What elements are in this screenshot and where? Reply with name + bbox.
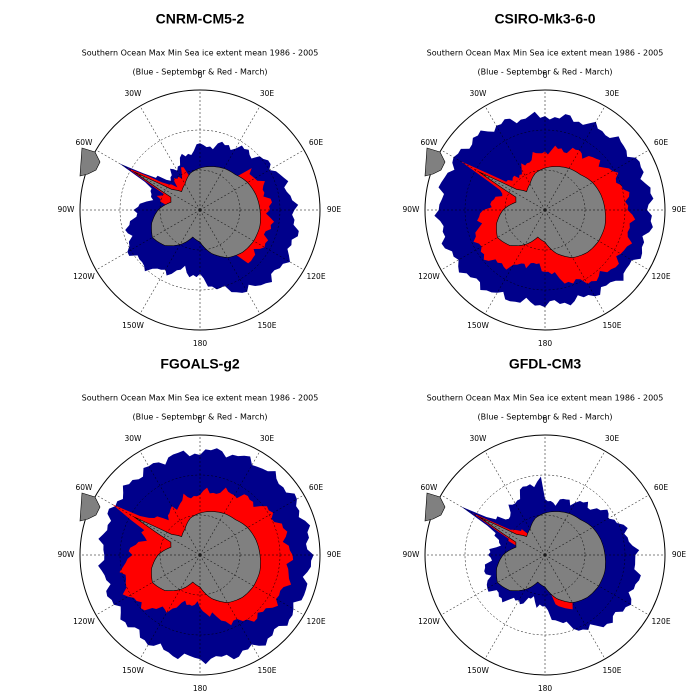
panel-subtitle: (Blue - September & Red - March) [132, 68, 267, 77]
longitude-label: 60W [420, 138, 438, 147]
longitude-label: 90E [327, 550, 342, 559]
longitude-label: 30E [605, 89, 620, 98]
longitude-label: 150W [122, 666, 144, 675]
south-america [79, 492, 101, 522]
longitude-label: 150E [602, 321, 621, 330]
longitude-label: 60E [309, 483, 324, 492]
longitude-label: 150E [257, 321, 276, 330]
longitude-label: 150E [257, 666, 276, 675]
longitude-label: 60E [654, 483, 669, 492]
longitude-label: 90W [58, 550, 76, 559]
longitude-label: 90E [327, 205, 342, 214]
longitude-label: 120W [73, 617, 95, 626]
longitude-label: 0 [543, 416, 548, 425]
longitude-label: 90W [403, 205, 421, 214]
map-panel: FGOALS-g2 Southern Ocean Max Min Sea ice … [58, 356, 342, 693]
longitude-label: 120E [307, 272, 326, 281]
map-panel: CNRM-CM5-2 Southern Ocean Max Min Sea ice… [58, 11, 342, 348]
longitude-label: 30E [605, 434, 620, 443]
longitude-label: 180 [538, 339, 553, 348]
longitude-label: 180 [193, 684, 208, 693]
panel-subtitle: (Blue - September & Red - March) [132, 413, 267, 422]
longitude-label: 90E [672, 205, 687, 214]
longitude-label: 120E [652, 617, 671, 626]
longitude-label: 150W [467, 666, 489, 675]
south-america [424, 492, 446, 522]
longitude-label: 30W [470, 434, 488, 443]
longitude-label: 120W [418, 617, 440, 626]
longitude-label: 120W [418, 272, 440, 281]
panel-subtitle: Southern Ocean Max Min Sea ice extent me… [427, 394, 664, 403]
longitude-label: 0 [198, 71, 203, 80]
longitude-label: 90W [403, 550, 421, 559]
panel-subtitle: Southern Ocean Max Min Sea ice extent me… [427, 49, 664, 58]
longitude-label: 90E [672, 550, 687, 559]
longitude-label: 120E [652, 272, 671, 281]
longitude-label: 60W [75, 483, 93, 492]
panel-title: FGOALS-g2 [160, 356, 240, 372]
longitude-label: 30E [260, 89, 275, 98]
longitude-label: 120W [73, 272, 95, 281]
longitude-label: 120E [307, 617, 326, 626]
panel-title: CSIRO-Mk3-6-0 [494, 11, 595, 27]
map-panel: CSIRO-Mk3-6-0 Southern Ocean Max Min Sea … [403, 11, 687, 348]
longitude-label: 0 [543, 71, 548, 80]
longitude-label: 150W [122, 321, 144, 330]
longitude-label: 30W [470, 89, 488, 98]
longitude-label: 30E [260, 434, 275, 443]
longitude-label: 60W [75, 138, 93, 147]
longitude-label: 60E [654, 138, 669, 147]
longitude-label: 180 [538, 684, 553, 693]
longitude-label: 30W [125, 89, 143, 98]
longitude-label: 0 [198, 416, 203, 425]
south-america [424, 147, 446, 177]
panel-title: GFDL-CM3 [509, 356, 582, 372]
longitude-label: 60E [309, 138, 324, 147]
panel-subtitle: (Blue - September & Red - March) [477, 413, 612, 422]
panel-subtitle: Southern Ocean Max Min Sea ice extent me… [82, 394, 319, 403]
longitude-label: 150W [467, 321, 489, 330]
longitude-label: 180 [193, 339, 208, 348]
south-america [79, 147, 101, 177]
panel-subtitle: Southern Ocean Max Min Sea ice extent me… [82, 49, 319, 58]
panel-title: CNRM-CM5-2 [156, 11, 245, 27]
panel-subtitle: (Blue - September & Red - March) [477, 68, 612, 77]
longitude-label: 150E [602, 666, 621, 675]
longitude-label: 60W [420, 483, 438, 492]
longitude-label: 30W [125, 434, 143, 443]
map-panel: GFDL-CM3 Southern Ocean Max Min Sea ice e… [403, 356, 687, 693]
longitude-label: 90W [58, 205, 76, 214]
